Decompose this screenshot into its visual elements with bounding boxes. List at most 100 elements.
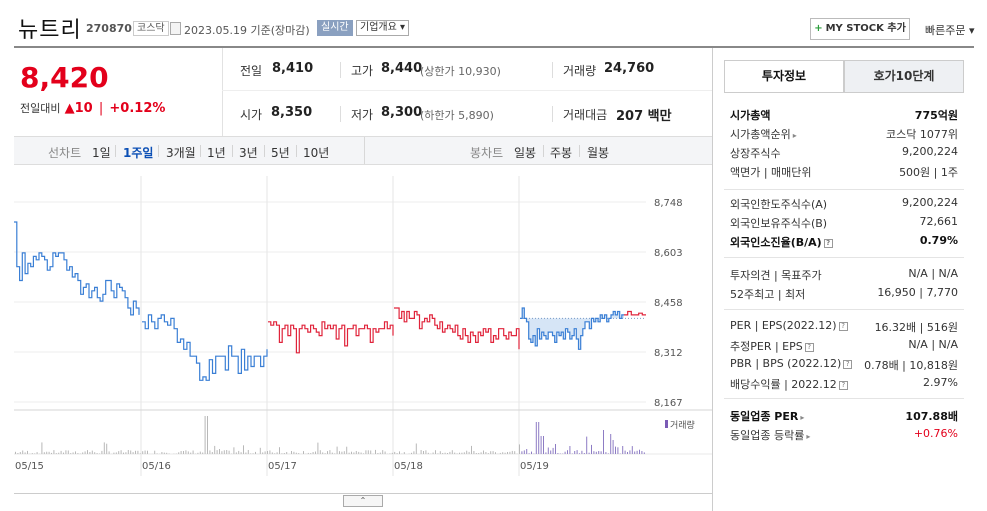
info-row[interactable]: 동일업종 등락률 ▸ +0.76%	[730, 425, 958, 443]
info-row: 상장주식수 9,200,224	[730, 143, 958, 161]
volume-bar	[163, 452, 165, 454]
info-label: 추정PER | EPS?	[730, 338, 814, 354]
volume-bar	[545, 452, 547, 454]
volume-bar	[591, 444, 592, 454]
volume-bar	[435, 450, 436, 454]
help-icon[interactable]: ?	[843, 359, 853, 369]
volume-bar	[190, 452, 192, 454]
volume-bar	[202, 452, 204, 454]
volume-bar	[341, 451, 343, 454]
info-row: 외국인한도주식수(A) 9,200,224	[730, 194, 958, 212]
collapse-chart-button[interactable]: ⌃	[343, 495, 383, 507]
y-tick-label: 8,603	[654, 248, 683, 259]
info-label: 배당수익률 | 2022.12?	[730, 376, 848, 392]
volume-bar	[22, 450, 24, 454]
tab-5year[interactable]: 5년	[271, 146, 290, 160]
volume-bar	[60, 450, 62, 454]
info-label: 외국인보유주식수(B)	[730, 217, 828, 230]
volume-bar	[442, 453, 444, 454]
volume-bar	[127, 450, 129, 454]
volume-bar	[99, 453, 100, 454]
quick-order-dropdown[interactable]: 빠른주문 ▾	[925, 24, 975, 37]
volume-bar	[27, 450, 28, 454]
tab-1week[interactable]: 1주일	[123, 146, 154, 160]
volume-bar	[281, 453, 283, 454]
volume-bar	[612, 440, 614, 454]
base-date: 2023.05.19 기준(장마감)	[184, 24, 310, 37]
tab-weekly-candle[interactable]: 주봉	[550, 146, 573, 160]
company-overview-dropdown[interactable]: 기업개요 ▾	[356, 20, 409, 36]
tab-investment-info[interactable]: 투자정보	[724, 60, 844, 93]
volume-bar	[216, 450, 218, 454]
volume-bar	[454, 452, 456, 454]
info-label: 52주최고 | 최저	[730, 288, 806, 301]
volume-bar	[480, 452, 482, 454]
volume-bar	[142, 451, 144, 454]
volume-bar	[144, 450, 146, 454]
volume-bar	[483, 450, 484, 454]
volume-bar	[384, 451, 386, 454]
volume-bar	[391, 452, 393, 454]
info-value: 72,661	[919, 215, 959, 228]
volume-bar	[624, 450, 626, 454]
tab-3month[interactable]: 3개월	[166, 146, 196, 160]
info-row[interactable]: 시가총액순위 ▸ 코스닥 1077위	[730, 124, 958, 142]
volume-bar	[415, 443, 417, 454]
info-row: 외국인소진율(B/A)? 0.79%	[730, 232, 958, 250]
volume-bar	[315, 451, 316, 454]
volume-bar	[379, 452, 381, 454]
tab-10year[interactable]: 10년	[303, 146, 330, 160]
realtime-button[interactable]: 실시간	[317, 20, 353, 36]
tab-1day[interactable]: 1일	[92, 146, 111, 160]
volume-bar	[557, 453, 559, 454]
volume-bar	[53, 450, 55, 454]
volume-bar	[389, 453, 391, 454]
volume-bar	[492, 451, 494, 454]
tab-monthly-candle[interactable]: 월봉	[587, 146, 610, 160]
volume-bar	[466, 450, 468, 454]
stock-code: 270870	[86, 22, 132, 35]
tab-orderbook-10[interactable]: 호가10단계	[844, 60, 964, 93]
change-percent: +0.12%	[109, 101, 166, 116]
help-icon[interactable]: ?	[838, 380, 848, 390]
info-row[interactable]: 동일업종 PER ▸ 107.88배	[730, 406, 958, 424]
high-label: 고가	[351, 64, 374, 78]
chevron-right-icon: ▸	[806, 432, 811, 441]
tab-daily-candle[interactable]: 일봉	[514, 146, 537, 160]
volume-bar	[317, 442, 319, 454]
volume-bar	[17, 453, 19, 454]
add-my-stock-button[interactable]: + MY STOCK 추가	[810, 18, 910, 40]
up-arrow-icon: ▲	[64, 101, 75, 116]
volume-bar	[31, 453, 33, 454]
volume-bar	[91, 450, 93, 454]
volume-bar	[365, 450, 367, 454]
price-chart[interactable]: 8,748 8,603 8,458 8,312 8,167 05/15 05/16 05/17…	[14, 166, 712, 476]
help-icon[interactable]: ?	[838, 321, 848, 331]
volume-bar	[252, 453, 254, 454]
summary-divider	[222, 48, 223, 136]
info-label: PBR | BPS (2022.12)?	[730, 357, 853, 370]
volume-bar	[180, 451, 182, 454]
volume-bar	[360, 452, 362, 454]
info-value: 0.78배 | 10,818원	[864, 359, 958, 372]
volume-bar	[394, 451, 396, 454]
chevron-right-icon: ▸	[792, 131, 797, 140]
info-value: 775억원	[914, 109, 958, 122]
info-value: 2.97%	[923, 376, 958, 389]
tab-3year[interactable]: 3년	[239, 146, 258, 160]
help-icon[interactable]: ?	[823, 238, 833, 248]
volume-bar	[641, 451, 643, 454]
help-icon[interactable]: ?	[804, 342, 814, 352]
volume-bar	[574, 451, 576, 454]
tab-1year[interactable]: 1년	[207, 146, 226, 160]
volume-bar	[399, 451, 400, 454]
low-label: 저가	[351, 108, 374, 122]
volume-bar	[235, 452, 237, 454]
volume-bar	[303, 451, 304, 454]
separator	[552, 106, 553, 122]
info-label: 액면가 | 매매단위	[730, 166, 812, 179]
volume-bar	[475, 453, 477, 454]
volume-bar	[147, 450, 148, 454]
volume-bar	[75, 451, 76, 454]
volume-bar	[262, 452, 264, 454]
